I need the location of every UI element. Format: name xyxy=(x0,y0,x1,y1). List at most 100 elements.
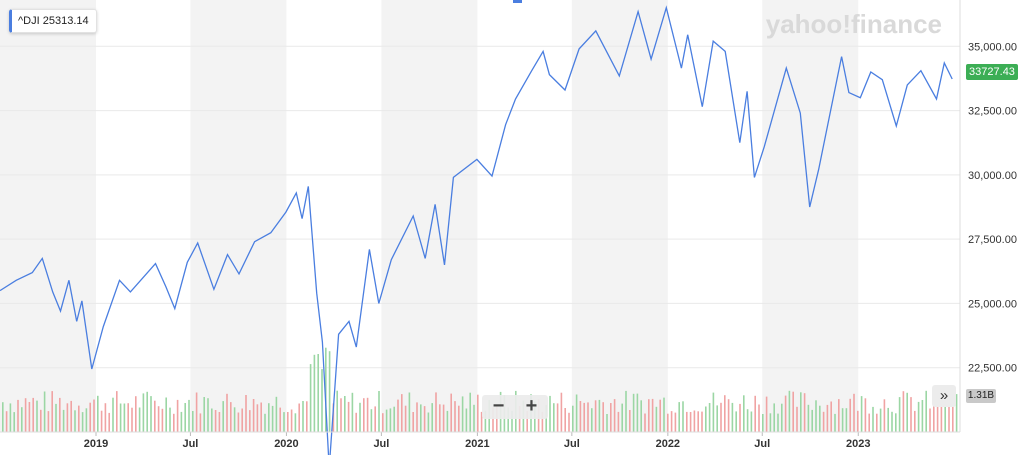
x-axis-ticks: 2019 Jul 2020 Jul 2021 Jul 2022 Jul 2023 xyxy=(84,432,871,450)
volume-bar xyxy=(811,409,813,432)
volume-bar xyxy=(876,413,878,432)
volume-bar xyxy=(439,404,441,432)
volume-bar xyxy=(929,408,931,432)
y-axis-ticks: 22,500.00 25,000.00 27,500.00 30,000.00 32,5… xyxy=(968,41,1017,374)
volume-bar xyxy=(925,390,927,432)
volume-bar xyxy=(477,394,479,432)
time-band xyxy=(381,0,478,432)
volume-bar xyxy=(560,392,563,432)
volume-bar xyxy=(727,399,730,432)
volume-bar xyxy=(807,404,810,432)
volume-bar xyxy=(245,395,247,432)
volume-bar xyxy=(803,393,806,432)
volume-bar xyxy=(948,391,950,432)
volume-bar xyxy=(746,409,749,432)
volume-bar xyxy=(864,398,867,432)
volume-bar xyxy=(351,392,354,432)
zoom-out-button[interactable]: − xyxy=(492,395,505,417)
volume-bar xyxy=(583,402,585,432)
volume-bar xyxy=(173,413,175,432)
volume-bar xyxy=(765,396,768,432)
volume-bar xyxy=(758,404,760,432)
price-line[interactable] xyxy=(0,5,953,455)
volume-bar xyxy=(735,411,737,432)
volume-bar xyxy=(325,347,327,432)
volume-bar xyxy=(165,397,167,432)
volume-bar xyxy=(872,406,874,432)
volume-bar xyxy=(28,402,31,432)
volume-bar xyxy=(792,391,794,432)
volume-bar xyxy=(218,412,221,432)
volume-bar xyxy=(207,398,209,432)
volume-bar xyxy=(613,399,616,432)
volume-bar xyxy=(853,393,855,432)
volume-bar xyxy=(116,391,118,432)
volume-bar xyxy=(933,397,935,432)
zoom-in-button[interactable]: + xyxy=(525,395,538,417)
horizontal-gridlines xyxy=(0,45,960,369)
volume-bar xyxy=(955,394,958,432)
volume-bar xyxy=(184,403,186,432)
y-tick-label: 22,500.00 xyxy=(968,363,1017,375)
volume-bar xyxy=(157,406,160,432)
volume-bar xyxy=(252,399,255,432)
volume-bar xyxy=(378,391,380,432)
volume-bar xyxy=(397,399,399,432)
volume-bar xyxy=(473,404,475,432)
volume-bar xyxy=(226,393,228,432)
volume-bar xyxy=(936,394,939,432)
volume-bar xyxy=(492,407,494,432)
volume-bar xyxy=(154,400,156,432)
volume-bar xyxy=(328,351,331,432)
x-tick-label: 2019 xyxy=(84,438,108,450)
range-marker[interactable] xyxy=(513,0,522,3)
volume-bar xyxy=(640,400,642,432)
volume-bar xyxy=(169,407,171,432)
volume-bar xyxy=(374,406,376,432)
volume-bar xyxy=(469,392,471,432)
volume-bar xyxy=(78,405,80,432)
volume-bar xyxy=(682,401,684,432)
volume-bar xyxy=(910,397,912,432)
volume-bar xyxy=(427,412,430,432)
volume-bar xyxy=(66,403,69,432)
volume-bar xyxy=(564,408,566,432)
volume-bar xyxy=(716,405,718,432)
volume-bar xyxy=(587,402,589,432)
volume-bar xyxy=(857,410,859,432)
y-tick-label: 30,000.00 xyxy=(968,170,1017,182)
volume-bar xyxy=(701,411,703,432)
volume-bar xyxy=(408,392,411,432)
volume-bar xyxy=(773,403,775,432)
volume-bar xyxy=(621,403,623,432)
last-price-badge: 33727.43 xyxy=(966,64,1018,80)
volume-bar xyxy=(629,410,631,432)
time-band xyxy=(762,0,859,432)
expand-chevron-icon[interactable]: » xyxy=(932,385,956,407)
volume-bar xyxy=(659,399,661,432)
volume-bar xyxy=(287,412,289,432)
volume-bar xyxy=(237,412,240,432)
volume-bar xyxy=(553,403,555,432)
volume-bar xyxy=(731,402,734,432)
volume-bar xyxy=(648,399,650,432)
volume-bar xyxy=(85,408,88,432)
ticker-label[interactable]: ^DJI 25313.14 xyxy=(9,9,97,33)
volume-bar xyxy=(146,391,148,432)
volume-bar xyxy=(264,413,266,432)
volume-bar xyxy=(313,354,316,432)
x-tick-label: Jul xyxy=(564,438,580,450)
volume-bar xyxy=(222,401,224,432)
volume-bar xyxy=(860,396,863,432)
volume-bar xyxy=(670,411,673,432)
volume-bar xyxy=(632,393,635,432)
volume-badge: 1.31B xyxy=(966,389,996,403)
volume-bar xyxy=(382,413,384,432)
volume-bar xyxy=(800,392,802,432)
volume-bar xyxy=(777,413,779,432)
volume-bar xyxy=(826,404,829,432)
volume-bar xyxy=(176,399,179,432)
volume-bar xyxy=(336,390,338,432)
volume-bar xyxy=(712,392,715,432)
